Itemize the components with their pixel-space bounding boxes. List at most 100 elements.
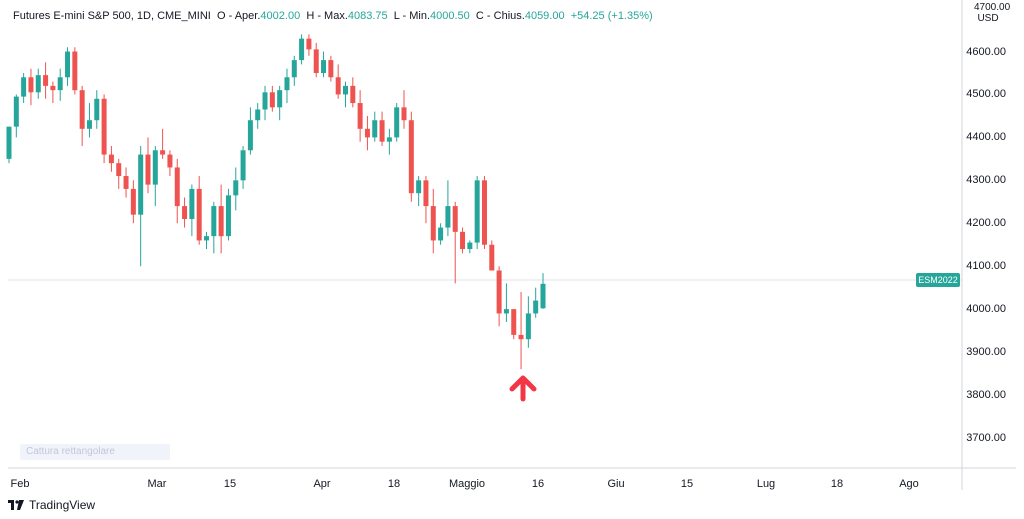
candle-up: [13, 96, 19, 127]
candle-up: [86, 120, 92, 129]
candle-down: [460, 231, 466, 250]
candle-up: [467, 242, 473, 250]
candle-up: [540, 283, 546, 309]
legend-change: +54.25 (+1.35%): [570, 10, 653, 22]
candle-down: [313, 49, 319, 73]
x-tick-label: Ago: [899, 478, 919, 490]
y-tick-label: 4000.00: [966, 303, 1006, 316]
candle-up: [21, 77, 27, 97]
candle-down: [43, 75, 49, 86]
candle-down: [489, 244, 495, 271]
candle-down: [79, 90, 85, 129]
candle-up: [503, 309, 509, 314]
candle-down: [430, 206, 436, 241]
candle-down: [481, 180, 487, 245]
legend-high-value: 4083.75: [347, 10, 388, 22]
x-tick-label: 15: [223, 478, 237, 490]
x-tick-label: Mar: [147, 478, 167, 490]
candle-down: [335, 77, 341, 95]
y-tick-label: 4400.00: [966, 131, 1006, 144]
candle-down: [423, 180, 429, 207]
candle-up: [262, 92, 268, 110]
candle-up: [372, 120, 378, 138]
candle-up: [240, 150, 246, 181]
candle-down: [28, 77, 34, 93]
candle-up: [204, 236, 210, 241]
legend-low-value: 4000.50: [430, 10, 470, 22]
candle-down: [174, 167, 180, 207]
candle-up: [65, 51, 71, 78]
candle-down: [328, 60, 334, 78]
price-axis[interactable]: 4600.00 4500.00 4400.00 4300.00 4200.00 4100.…: [961, 0, 1024, 490]
candle-down: [101, 98, 107, 155]
y-tick-label: 4300.00: [966, 174, 1006, 187]
chart-legend: Futures E-mini S&P 500, 1D, CME_MINI O -…: [13, 10, 653, 22]
x-tick-label: 15: [680, 478, 694, 490]
candle-down: [72, 51, 78, 91]
candles-layer: [6, 34, 546, 370]
candle-down: [401, 107, 407, 121]
candle-down: [269, 92, 275, 108]
currency-top-tick: 4700.00: [974, 2, 1011, 13]
candle-up: [342, 85, 348, 95]
legend-close-label: C - Chius.: [475, 10, 525, 22]
y-tick-label: 3800.00: [966, 389, 1006, 401]
currency-code: USD: [977, 13, 999, 24]
y-tick-label: 4200.00: [966, 217, 1006, 230]
candle-down: [50, 85, 56, 91]
legend-high-label: H - Max.: [306, 10, 348, 22]
x-tick-label: 18: [387, 478, 401, 490]
candle-down: [452, 206, 458, 232]
candle-down: [160, 150, 166, 155]
legend-close-value: 4059.00: [524, 10, 565, 22]
candle-down: [116, 163, 122, 177]
candle-down: [408, 120, 414, 194]
x-tick-label: Maggio: [448, 478, 486, 490]
candle-up: [35, 75, 41, 93]
candle-up: [211, 206, 217, 237]
candle-down: [145, 154, 151, 185]
candle-up: [291, 60, 297, 78]
candle-up: [94, 98, 100, 121]
legend-open-label: O - Aper.: [217, 10, 261, 22]
candle-up: [233, 180, 239, 196]
candle-down: [108, 154, 114, 164]
x-tick-label: Giu: [607, 478, 625, 490]
candle-up: [138, 154, 144, 215]
candle-down: [518, 334, 524, 340]
candle-up: [284, 77, 290, 91]
currency-label[interactable]: 4700.00 USD: [974, 2, 1011, 24]
candle-down: [350, 85, 356, 104]
y-tick-label: 4100.00: [966, 260, 1006, 273]
tradingview-icon: [8, 500, 24, 510]
candle-up: [6, 126, 12, 159]
y-tick-label: 4500.00: [966, 88, 1006, 101]
tradingview-logo[interactable]: TradingView: [8, 498, 95, 512]
candle-down: [306, 38, 312, 50]
candle-up: [474, 180, 480, 243]
x-tick-label: Apr: [313, 478, 331, 490]
y-tick-label: 4600.00: [966, 45, 1006, 58]
up-arrow-icon: [509, 375, 537, 402]
candle-up: [438, 227, 444, 241]
candle-down: [196, 188, 202, 241]
legend-open-value: 4002.00: [260, 10, 301, 22]
legend-symbol: Futures E-mini S&P 500, 1D, CME_MINI: [13, 10, 211, 22]
y-tick-label: 3700.00: [966, 431, 1006, 444]
candle-up: [255, 109, 261, 121]
y-tick-label: 3900.00: [966, 346, 1006, 359]
candle-down: [182, 206, 188, 219]
x-tick-label: 18: [830, 478, 844, 490]
candle-up: [277, 90, 283, 108]
candle-down: [511, 309, 517, 335]
candle-down: [123, 176, 129, 189]
candle-down: [218, 206, 224, 237]
last-price-tag: ESM2022: [916, 273, 960, 287]
candle-up: [152, 150, 158, 185]
candle-up: [57, 77, 63, 91]
candle-up: [225, 195, 231, 237]
candle-up: [321, 60, 327, 73]
candle-up: [189, 188, 195, 219]
